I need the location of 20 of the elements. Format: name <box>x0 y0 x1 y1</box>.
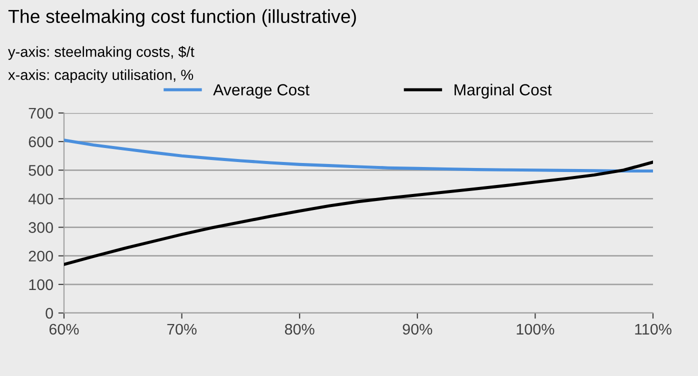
y-tick-label: 500 <box>28 165 53 176</box>
x-tick-label: 70% <box>167 324 197 335</box>
x-tick-label: 100% <box>516 324 554 335</box>
y-tick-label: 200 <box>28 250 53 262</box>
x-tick-label: 110% <box>635 324 672 335</box>
line-series <box>64 138 653 173</box>
line-series <box>64 160 653 266</box>
y-tick-label: 0 <box>46 308 53 319</box>
x-tick-label: 60% <box>49 324 79 335</box>
legend-label: Average Cost <box>213 84 310 99</box>
chart-subtitle: y-axis: steelmaking costs, $/t x-axis: capacity utilisation, % <box>8 46 194 83</box>
chart-title: The steelmaking cost function (illustrative) <box>8 9 356 27</box>
y-tick-label: 100 <box>29 279 53 290</box>
y-tick-label: 400 <box>28 194 53 204</box>
x-tick-label: 90% <box>402 324 432 335</box>
y-tick-label: 600 <box>28 136 53 148</box>
x-tick-label: 80% <box>284 324 314 335</box>
legend-label: Marginal Cost <box>454 84 552 99</box>
y-tick-label: 300 <box>28 222 53 233</box>
y-tick-label: 700 <box>28 108 53 119</box>
